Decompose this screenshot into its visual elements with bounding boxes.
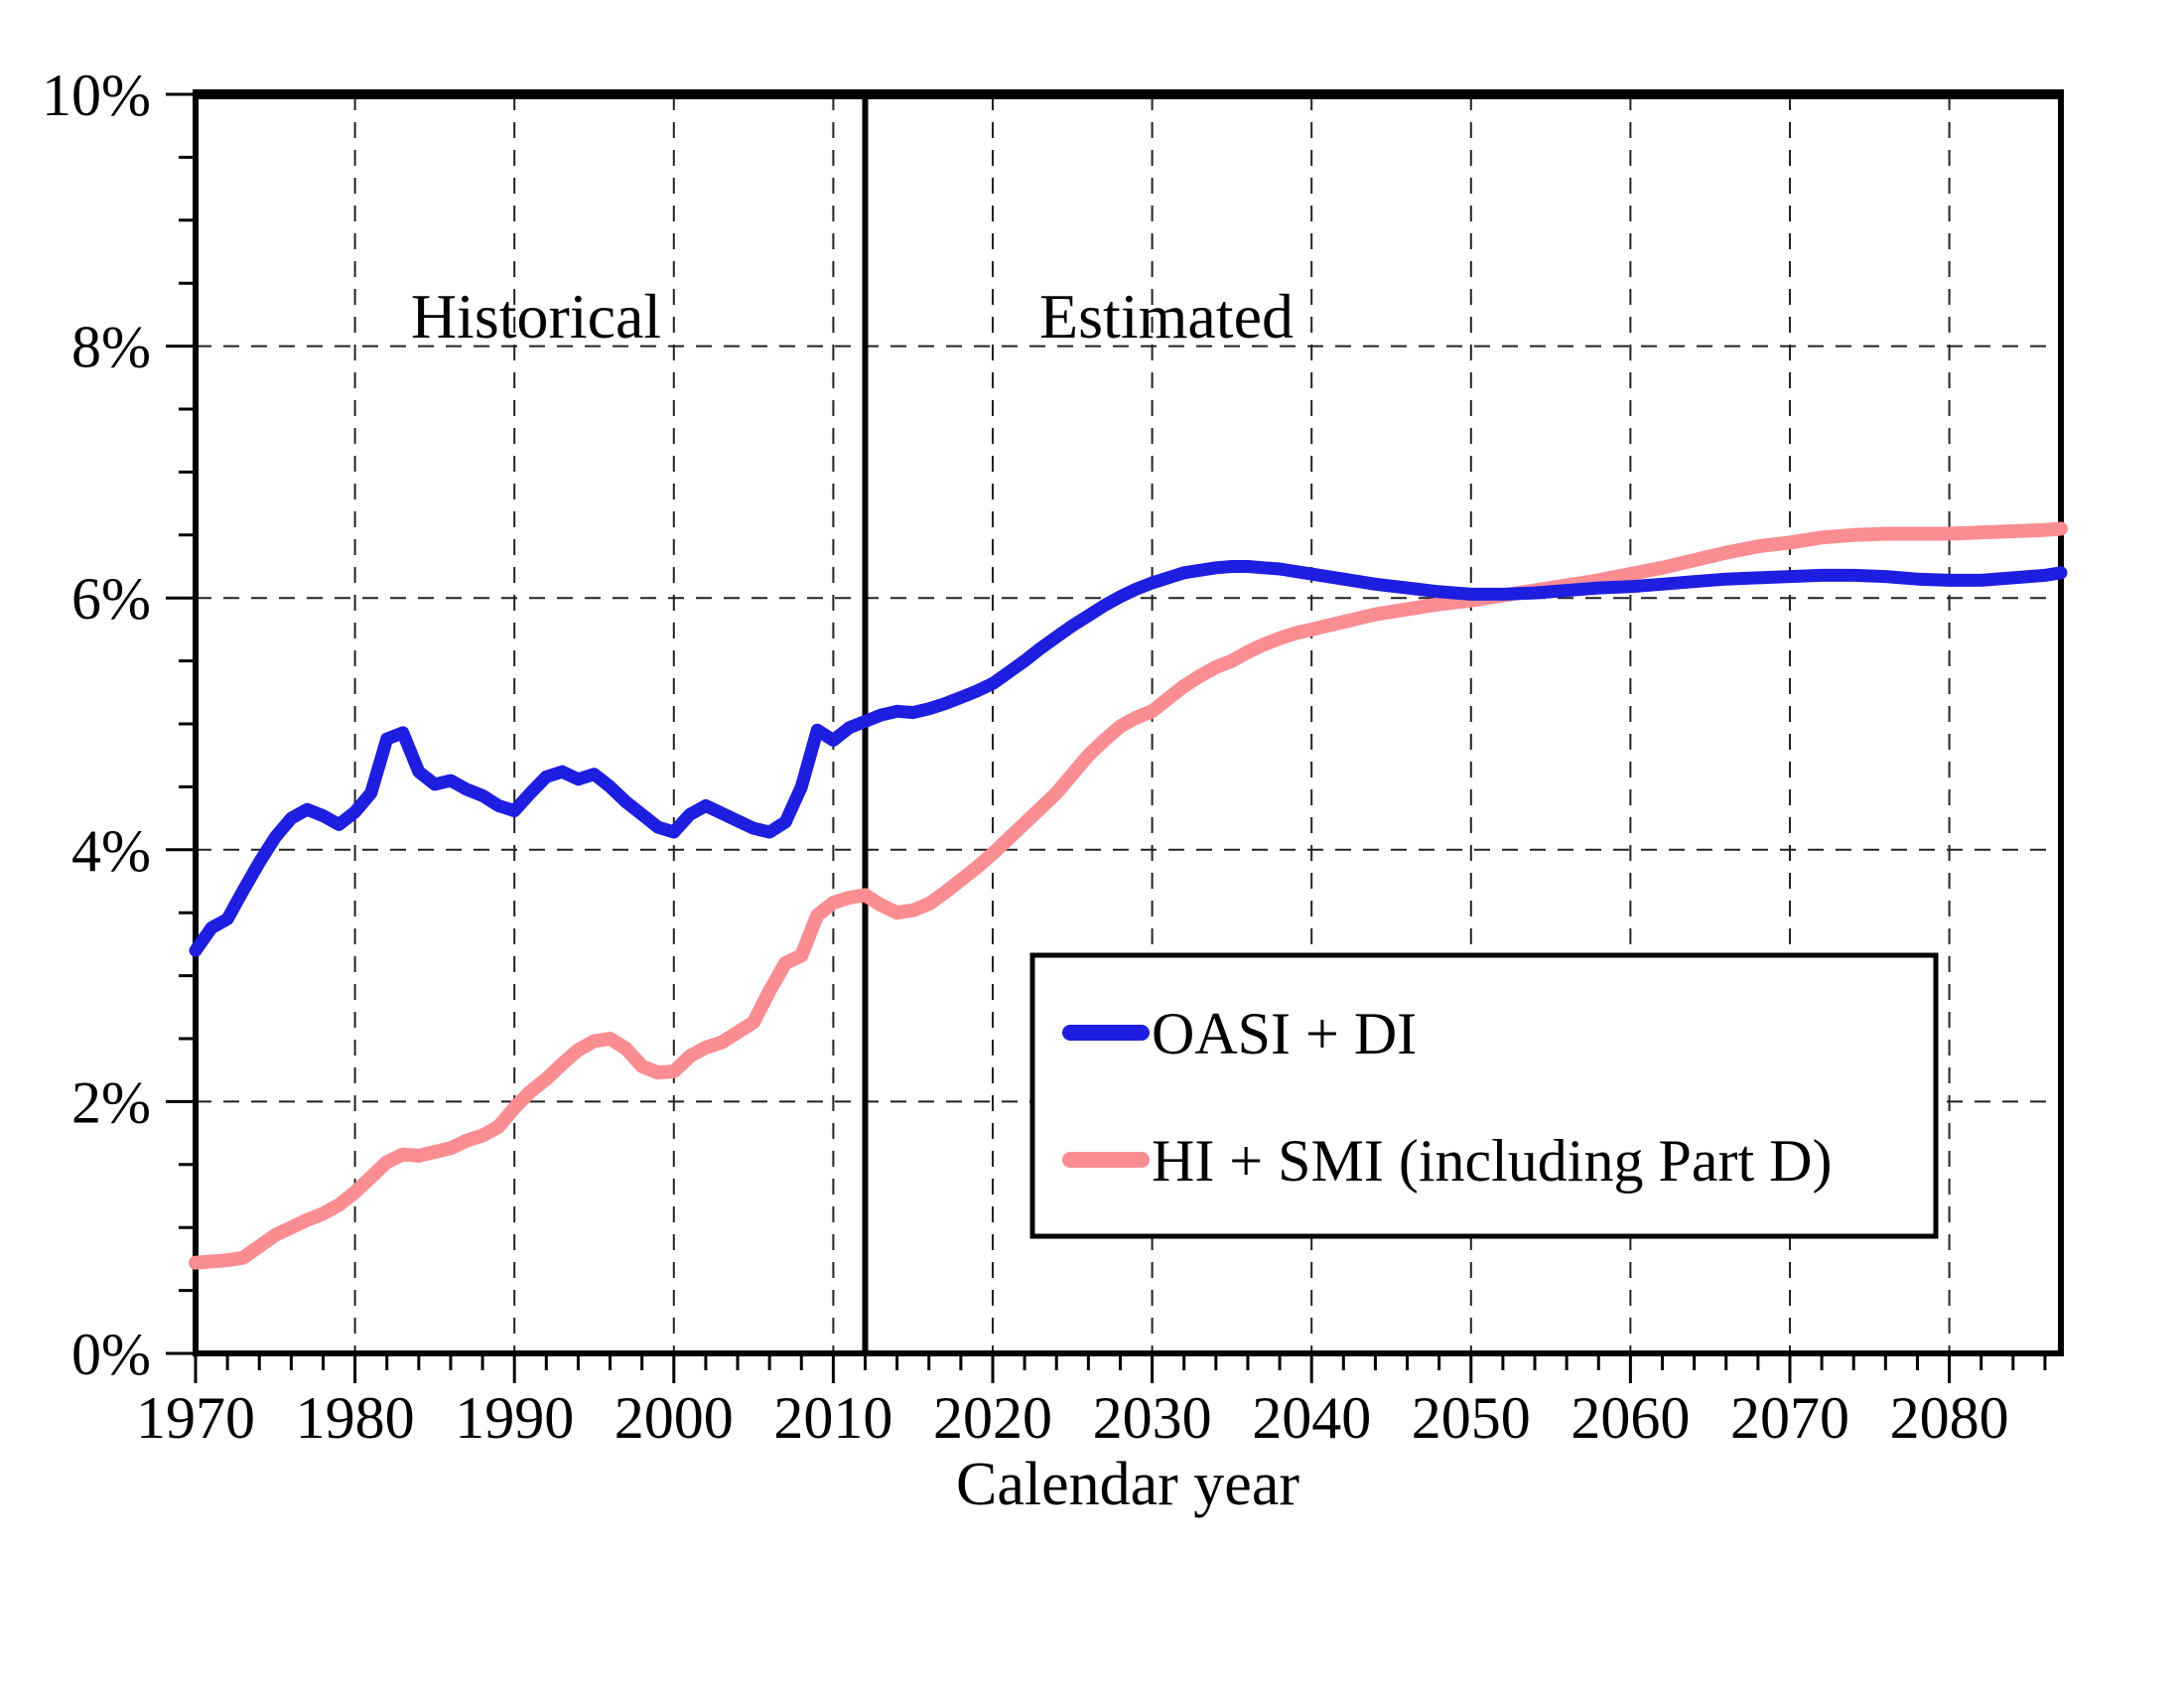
x-tick-label: 2060	[1570, 1385, 1690, 1451]
x-tick-label: 2080	[1890, 1385, 2009, 1451]
x-tick-label: 1990	[455, 1385, 574, 1451]
x-tick-label: 2010	[773, 1385, 892, 1451]
legend-box	[1029, 952, 1939, 1239]
x-tick-label: 1970	[136, 1385, 255, 1451]
y-tick-label: 6%	[71, 566, 151, 632]
x-tick-label: 2030	[1093, 1385, 1212, 1451]
tick-labels: 1970 1980 1990 2000 2010 2020 2030 2040 2050 2060…	[42, 63, 2009, 1451]
estimated-region-label: Estimated	[1039, 281, 1294, 352]
y-tick-label: 4%	[71, 818, 151, 884]
y-tick-label: 8%	[71, 315, 151, 380]
legend-label-oasi-di: OASI + DI	[1152, 1001, 1417, 1066]
historical-region-label: Historical	[411, 281, 661, 352]
y-tick-label: 0%	[71, 1322, 151, 1387]
x-tick-label: 2000	[614, 1385, 734, 1451]
y-tick-label: 10%	[42, 63, 151, 128]
x-tick-label: 2070	[1730, 1385, 1849, 1451]
x-tick-label: 2040	[1252, 1385, 1371, 1451]
legend: OASI + DI HI + SMI (including Part D)	[1029, 952, 1939, 1239]
oasi-di-line	[189, 560, 2068, 957]
x-tick-label: 2050	[1412, 1385, 1531, 1451]
x-tick-label: 2020	[933, 1385, 1052, 1451]
x-tick-label: 1980	[296, 1385, 415, 1451]
axis-ticks	[166, 92, 2047, 1383]
legend-label-hi-smi: HI + SMI (including Part D)	[1152, 1128, 1832, 1194]
y-tick-label: 2%	[71, 1069, 151, 1135]
x-axis-title: Calendar year	[956, 1451, 1299, 1518]
